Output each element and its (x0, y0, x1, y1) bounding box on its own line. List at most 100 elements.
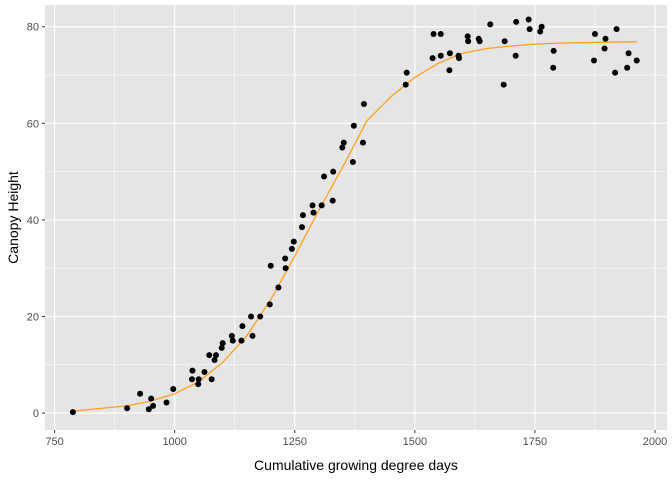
data-point-12 (201, 369, 208, 376)
data-point-28 (275, 284, 282, 291)
data-point-44 (350, 122, 357, 129)
data-point-16 (212, 352, 219, 359)
data-point-39 (329, 197, 336, 204)
data-point-70 (550, 64, 557, 71)
data-point-13 (206, 352, 213, 359)
data-point-27 (267, 262, 274, 269)
data-point-20 (229, 337, 236, 344)
x-axis-ticks: 750 1000 1250 1500 1750 2000 (45, 430, 667, 448)
data-point-7 (170, 385, 177, 392)
data-point-40 (330, 168, 337, 175)
data-point-26 (266, 301, 273, 308)
y-tick-label-2: 40 (27, 215, 39, 227)
data-point-22 (239, 323, 246, 330)
data-point-30 (282, 265, 289, 272)
x-tick-label-3: 1500 (403, 436, 427, 448)
data-point-25 (257, 313, 264, 320)
data-point-47 (402, 81, 409, 88)
data-point-41 (339, 144, 346, 151)
data-point-38 (321, 173, 328, 180)
data-point-73 (591, 30, 598, 37)
data-point-65 (513, 18, 520, 25)
data-point-57 (464, 33, 471, 40)
data-point-17 (218, 344, 225, 351)
data-point-23 (248, 313, 255, 320)
data-point-6 (163, 399, 170, 406)
data-point-33 (298, 224, 305, 231)
data-point-66 (525, 16, 532, 23)
data-point-5 (150, 402, 157, 409)
data-point-51 (437, 52, 444, 59)
data-point-64 (512, 52, 519, 59)
data-point-14 (208, 376, 215, 383)
data-point-32 (290, 238, 297, 245)
data-point-56 (456, 55, 463, 62)
y-axis-ticks: 0 20 40 60 80 (27, 22, 45, 420)
x-tick-label-0: 750 (45, 436, 63, 448)
data-point-75 (602, 35, 609, 42)
fit-line-layer (72, 41, 637, 412)
data-point-0 (69, 409, 76, 416)
major-gridlines (45, 5, 667, 430)
data-point-1 (124, 405, 131, 412)
x-tick-label-5: 2000 (643, 436, 667, 448)
data-point-61 (487, 21, 494, 28)
data-point-52 (437, 30, 444, 37)
data-point-48 (403, 69, 410, 76)
fit-line (72, 41, 637, 412)
points-layer (69, 16, 640, 416)
minor-gridlines (45, 5, 667, 430)
data-point-46 (360, 101, 367, 108)
data-point-8 (188, 376, 195, 383)
data-point-36 (310, 209, 317, 216)
data-point-18 (219, 340, 226, 347)
data-point-24 (249, 332, 256, 339)
data-point-42 (340, 139, 347, 146)
data-point-62 (500, 81, 507, 88)
data-point-2 (137, 390, 144, 397)
data-point-11 (195, 376, 202, 383)
data-point-29 (282, 255, 289, 262)
data-point-34 (299, 212, 306, 219)
data-point-80 (633, 57, 640, 64)
data-point-3 (145, 406, 152, 413)
y-axis-title: Canopy Height (5, 171, 21, 264)
data-point-63 (501, 38, 508, 45)
data-point-68 (537, 28, 544, 35)
y-tick-label-3: 60 (27, 118, 39, 130)
data-point-77 (613, 26, 620, 33)
data-point-9 (189, 367, 196, 374)
data-point-49 (429, 55, 436, 62)
x-tick-label-1: 1000 (162, 436, 186, 448)
y-tick-label-4: 80 (27, 22, 39, 34)
data-point-67 (526, 26, 533, 33)
y-tick-label-1: 20 (27, 312, 39, 324)
data-point-79 (625, 50, 632, 57)
data-point-72 (590, 57, 597, 64)
x-tick-label-4: 1750 (523, 436, 547, 448)
data-point-58 (465, 38, 472, 45)
plot-panel (45, 5, 667, 430)
data-point-19 (228, 332, 235, 339)
data-point-15 (211, 356, 218, 363)
data-point-37 (318, 202, 325, 209)
data-point-45 (359, 139, 366, 146)
x-axis-title: Cumulative growing degree days (254, 457, 458, 473)
data-point-21 (238, 337, 245, 344)
data-point-69 (538, 23, 545, 30)
data-point-76 (612, 69, 619, 76)
y-tick-label-0: 0 (33, 408, 39, 420)
data-point-50 (430, 30, 437, 37)
data-point-10 (195, 381, 202, 388)
data-point-31 (288, 245, 295, 252)
data-point-53 (446, 67, 453, 74)
data-point-74 (601, 45, 608, 52)
data-point-54 (446, 50, 453, 57)
data-point-43 (349, 158, 356, 165)
data-point-60 (476, 38, 483, 45)
x-tick-label-2: 1250 (283, 436, 307, 448)
data-point-35 (309, 202, 316, 209)
data-point-71 (550, 47, 557, 54)
data-point-78 (624, 64, 631, 71)
